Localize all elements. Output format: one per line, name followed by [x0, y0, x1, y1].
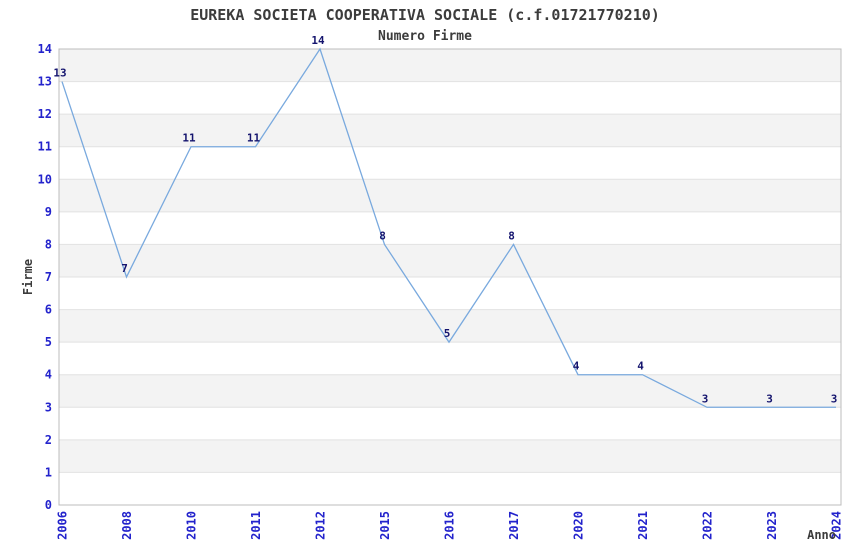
grid-band — [59, 244, 841, 277]
x-tick-label: 2016 — [443, 511, 457, 540]
data-point-label: 5 — [444, 327, 451, 340]
data-point-label: 8 — [379, 229, 386, 242]
grid-band — [59, 374, 841, 408]
data-line — [61, 47, 836, 408]
data-point-label: 7 — [121, 262, 128, 275]
data-point-label: 11 — [182, 132, 196, 145]
x-tick-label: 2023 — [765, 511, 779, 540]
x-tick-label: 2015 — [378, 511, 392, 540]
y-tick-label: 1 — [45, 465, 52, 479]
y-tick-label: 5 — [45, 335, 52, 349]
x-tick-label: 2021 — [636, 511, 650, 540]
data-point-label: 4 — [573, 360, 580, 373]
x-tick-label: 2006 — [56, 511, 70, 540]
y-tick-label: 11 — [38, 140, 52, 154]
x-tick-label: 2011 — [249, 511, 263, 540]
x-tick-label: 2008 — [120, 511, 134, 540]
y-tick-label: 12 — [38, 107, 52, 121]
x-tick-label: 2017 — [507, 511, 521, 540]
y-tick-label: 6 — [45, 303, 52, 317]
data-point-label: 14 — [311, 34, 325, 47]
x-tick-label: 2020 — [572, 511, 586, 540]
grid-band — [59, 114, 841, 147]
grid-band — [59, 179, 841, 212]
chart-subtitle: Numero Firme — [378, 29, 472, 44]
chart-title: EUREKA SOCIETA COOPERATIVA SOCIALE (c.f.… — [190, 6, 660, 24]
y-tick-label: 3 — [45, 400, 52, 414]
x-tick-label: 2024 — [830, 511, 844, 540]
y-tick-label: 8 — [45, 237, 52, 251]
data-point-label: 8 — [508, 229, 515, 242]
y-tick-label: 13 — [38, 75, 52, 89]
data-point-label: 11 — [247, 132, 261, 145]
data-point-label: 4 — [637, 360, 644, 373]
y-tick-label: 2 — [45, 433, 52, 447]
data-point-label: 3 — [766, 392, 773, 405]
y-tick-label: 7 — [45, 270, 52, 284]
x-axis-title: Anno — [807, 528, 836, 542]
plot-border — [58, 48, 842, 506]
x-tick-label: 2012 — [314, 511, 328, 540]
y-tick-label: 14 — [38, 42, 52, 56]
y-tick-label: 0 — [45, 498, 52, 512]
y-axis-title: Firme — [21, 258, 35, 296]
y-tick-label: 9 — [45, 205, 52, 219]
x-tick-label: 2010 — [185, 511, 199, 540]
grid-band — [59, 309, 841, 343]
data-point-label: 3 — [702, 392, 709, 405]
y-tick-label: 10 — [38, 172, 52, 186]
data-point-label: 3 — [831, 392, 838, 405]
y-tick-label: 4 — [45, 368, 52, 382]
grid-band — [59, 49, 841, 82]
x-tick-label: 2022 — [701, 511, 715, 540]
data-point-label: 13 — [53, 67, 66, 80]
grid-band — [59, 439, 841, 473]
